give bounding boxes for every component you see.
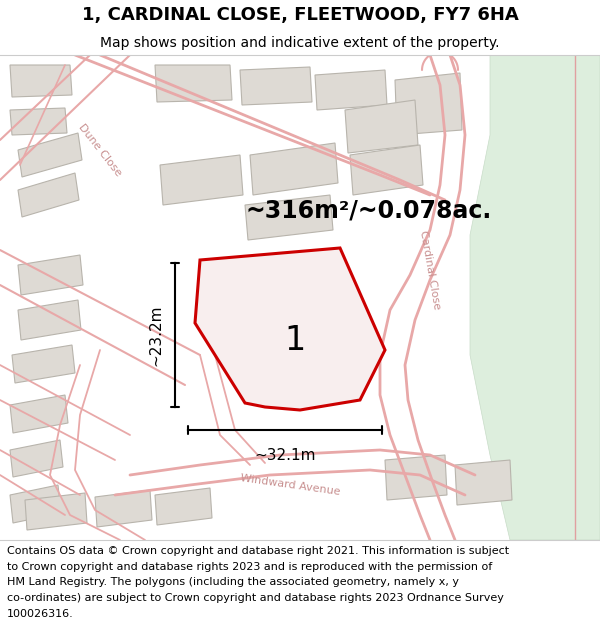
Polygon shape — [315, 70, 387, 110]
Text: co-ordinates) are subject to Crown copyright and database rights 2023 Ordnance S: co-ordinates) are subject to Crown copyr… — [7, 593, 504, 603]
Polygon shape — [18, 300, 81, 340]
Text: ~316m²/~0.078ac.: ~316m²/~0.078ac. — [245, 198, 491, 222]
Text: ~32.1m: ~32.1m — [254, 448, 316, 463]
Text: ~23.2m: ~23.2m — [148, 304, 163, 366]
Polygon shape — [350, 145, 423, 195]
Polygon shape — [385, 455, 447, 500]
Text: Map shows position and indicative extent of the property.: Map shows position and indicative extent… — [100, 36, 500, 50]
Polygon shape — [470, 55, 600, 540]
Polygon shape — [160, 155, 243, 205]
Polygon shape — [240, 67, 312, 105]
Polygon shape — [155, 65, 232, 102]
Text: 1: 1 — [284, 324, 305, 356]
Polygon shape — [195, 248, 385, 410]
Polygon shape — [10, 440, 63, 477]
Text: 1, CARDINAL CLOSE, FLEETWOOD, FY7 6HA: 1, CARDINAL CLOSE, FLEETWOOD, FY7 6HA — [82, 6, 518, 24]
Polygon shape — [10, 65, 72, 97]
Polygon shape — [250, 143, 338, 195]
Text: to Crown copyright and database rights 2023 and is reproduced with the permissio: to Crown copyright and database rights 2… — [7, 562, 493, 572]
Text: Dune Close: Dune Close — [77, 122, 124, 178]
Polygon shape — [245, 195, 333, 240]
Polygon shape — [10, 485, 61, 523]
Text: Contains OS data © Crown copyright and database right 2021. This information is : Contains OS data © Crown copyright and d… — [7, 546, 509, 556]
Text: Cardinal Close: Cardinal Close — [418, 229, 442, 311]
Text: Windward Avenue: Windward Avenue — [239, 473, 341, 497]
Text: 100026316.: 100026316. — [7, 609, 74, 619]
Polygon shape — [18, 255, 83, 295]
Polygon shape — [18, 133, 82, 177]
Polygon shape — [395, 73, 462, 135]
Polygon shape — [18, 173, 79, 217]
Polygon shape — [12, 345, 75, 383]
Polygon shape — [345, 100, 418, 153]
Polygon shape — [95, 490, 152, 527]
Polygon shape — [10, 395, 68, 433]
Polygon shape — [155, 488, 212, 525]
Polygon shape — [25, 493, 87, 530]
Polygon shape — [10, 108, 67, 135]
Polygon shape — [455, 460, 512, 505]
Text: HM Land Registry. The polygons (including the associated geometry, namely x, y: HM Land Registry. The polygons (includin… — [7, 578, 459, 587]
